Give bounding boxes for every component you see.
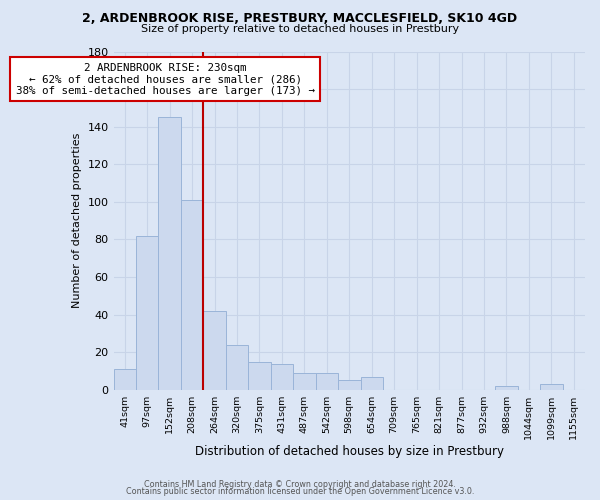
Bar [203, 311, 226, 390]
Bar [226, 344, 248, 390]
Bar [338, 380, 361, 390]
Bar [271, 364, 293, 390]
Bar [316, 373, 338, 390]
Bar [113, 369, 136, 390]
Text: Contains public sector information licensed under the Open Government Licence v3: Contains public sector information licen… [126, 488, 474, 496]
Text: Contains HM Land Registry data © Crown copyright and database right 2024.: Contains HM Land Registry data © Crown c… [144, 480, 456, 489]
Text: 2, ARDENBROOK RISE, PRESTBURY, MACCLESFIELD, SK10 4GD: 2, ARDENBROOK RISE, PRESTBURY, MACCLESFI… [82, 12, 518, 26]
X-axis label: Distribution of detached houses by size in Prestbury: Distribution of detached houses by size … [195, 444, 504, 458]
Bar [181, 200, 203, 390]
Bar [495, 386, 518, 390]
Bar [540, 384, 563, 390]
Text: 2 ARDENBROOK RISE: 230sqm
← 62% of detached houses are smaller (286)
38% of semi: 2 ARDENBROOK RISE: 230sqm ← 62% of detac… [16, 63, 315, 96]
Y-axis label: Number of detached properties: Number of detached properties [72, 133, 82, 308]
Bar [136, 236, 158, 390]
Bar [361, 376, 383, 390]
Text: Size of property relative to detached houses in Prestbury: Size of property relative to detached ho… [141, 24, 459, 34]
Bar [293, 373, 316, 390]
Bar [158, 118, 181, 390]
Bar [248, 362, 271, 390]
